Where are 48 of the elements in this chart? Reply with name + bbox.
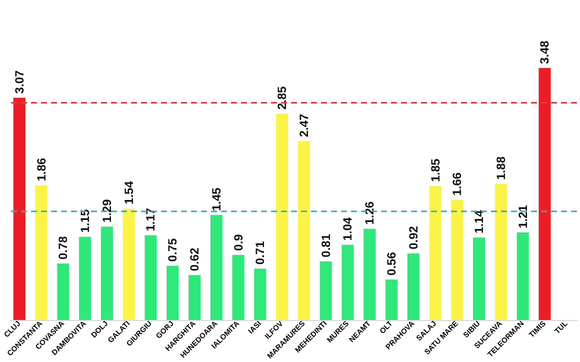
data-label: 1.66 — [450, 172, 464, 196]
bar — [144, 235, 157, 320]
bar — [79, 236, 92, 320]
data-label: 1.29 — [100, 198, 114, 223]
bar — [210, 215, 222, 320]
bar — [473, 237, 486, 320]
bar — [13, 98, 26, 320]
data-label: 1.54 — [122, 180, 136, 204]
bar — [298, 141, 310, 320]
bar — [364, 228, 376, 320]
bar — [320, 261, 332, 320]
data-label: 1.14 — [472, 210, 486, 234]
bar — [276, 114, 288, 320]
bar — [342, 244, 354, 320]
data-label: 2.47 — [296, 113, 311, 138]
bar — [57, 264, 70, 320]
data-label: 0.9 — [231, 234, 246, 251]
bar — [254, 268, 266, 320]
data-label: 1.88 — [494, 156, 508, 180]
bar — [451, 200, 464, 320]
bar — [538, 68, 551, 320]
data-label: 1.86 — [34, 158, 48, 182]
data-label: 3.07 — [12, 70, 26, 94]
bar — [166, 266, 179, 320]
bar — [429, 186, 442, 320]
bar — [188, 275, 201, 320]
bar — [407, 253, 420, 320]
data-label: 1.85 — [428, 158, 442, 182]
data-label: 0.56 — [384, 252, 398, 276]
data-label: 0.92 — [406, 226, 420, 250]
data-label: 0.71 — [253, 240, 268, 265]
bar — [122, 208, 135, 320]
data-label: 1.45 — [209, 187, 224, 211]
bar — [385, 279, 398, 320]
data-label: 1.04 — [340, 217, 355, 241]
data-label: 2.85 — [275, 86, 290, 110]
bar — [100, 226, 113, 320]
bar — [516, 232, 529, 320]
bar — [232, 254, 244, 320]
bar — [494, 184, 507, 320]
data-label: 0.78 — [56, 236, 70, 260]
data-label: 1.21 — [516, 204, 530, 228]
bar — [35, 185, 48, 320]
data-label: 3.48 — [538, 40, 552, 64]
data-label: 0.81 — [318, 234, 333, 258]
data-label: 1.26 — [362, 201, 377, 225]
data-label: 0.75 — [166, 238, 180, 262]
data-label: 0.62 — [188, 247, 202, 272]
